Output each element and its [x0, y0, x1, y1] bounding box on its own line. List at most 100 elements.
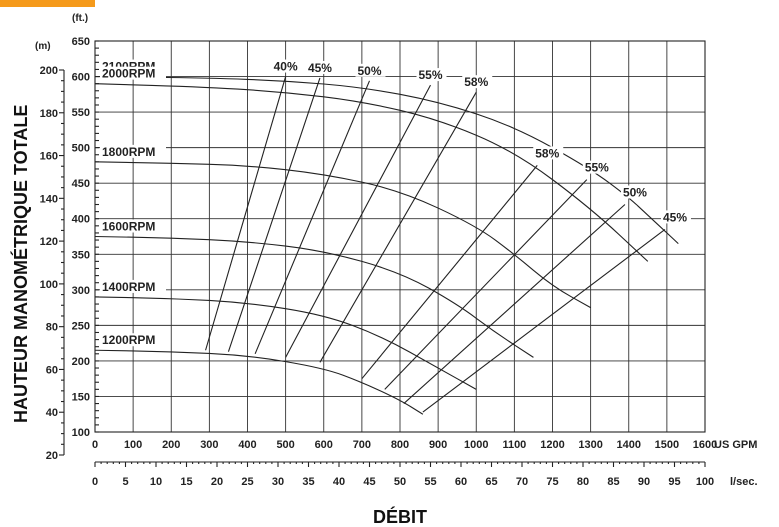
- x-tick-label: 400: [238, 439, 256, 451]
- x2-tick-label: 50: [394, 476, 406, 488]
- efficiency-label: 40%: [274, 60, 298, 74]
- efficiency-line: [403, 204, 626, 404]
- y-unit-m: (m): [35, 41, 51, 52]
- curve-1400rpm: [94, 296, 477, 390]
- curve-1800rpm: [94, 161, 591, 309]
- efficiency-label: 50%: [358, 64, 382, 78]
- efficiency-label-bg: [416, 68, 447, 82]
- rpm-label: 1400RPM: [102, 280, 155, 294]
- x2-tick-label: 100: [696, 476, 714, 488]
- x-tick-label: 800: [391, 439, 409, 451]
- efficiency-label: 50%: [623, 186, 647, 200]
- y-m-tick-label: 200: [40, 65, 58, 77]
- efficiency-line: [384, 179, 588, 390]
- efficiency-line: [285, 84, 431, 358]
- efficiency-label: 45%: [663, 210, 687, 224]
- rpm-label: 2000RPM: [102, 67, 155, 81]
- curve-1600rpm: [94, 235, 534, 358]
- y-ft-tick-label: 350: [72, 249, 90, 261]
- y-ft-tick-label: 250: [72, 320, 90, 332]
- performance-curves: 2100RPM2000RPM1800RPM1600RPM1400RPM1200R…: [94, 59, 679, 415]
- y-m-tick-label: 60: [46, 364, 58, 376]
- x2-tick-label: 20: [211, 476, 223, 488]
- x2-tick-label: 95: [668, 476, 680, 488]
- x2-tick-label: 25: [241, 476, 253, 488]
- efficiency-label-bg: [462, 75, 493, 89]
- y-m-tick-label: 120: [40, 236, 58, 248]
- x-tick-label: 0: [92, 439, 98, 451]
- y-m-tick-label: 180: [40, 108, 58, 120]
- rpm-label-bg: [100, 219, 166, 233]
- y-unit-ft: (ft.): [72, 13, 88, 24]
- y-ft-tick-label: 650: [72, 36, 90, 48]
- x-tick-label: 100: [124, 439, 142, 451]
- x2-tick-label: 35: [302, 476, 314, 488]
- y-ft-tick-label: 450: [72, 178, 90, 190]
- y-ft-tick-label: 300: [72, 285, 90, 297]
- efficiency-line: [361, 165, 538, 380]
- x-tick-label: 1400: [617, 439, 641, 451]
- axes: [59, 40, 706, 467]
- rpm-label: 1600RPM: [102, 220, 155, 234]
- curve-1200rpm: [94, 349, 424, 415]
- x2-tick-label: 5: [122, 476, 128, 488]
- efficiency-label-bg: [305, 60, 336, 74]
- rpm-label-bg: [100, 144, 166, 158]
- x-tick-label: 700: [353, 439, 371, 451]
- x-axis-title: DÉBIT: [373, 506, 427, 527]
- efficiency-line: [205, 76, 287, 351]
- y-m-tick-label: 40: [46, 407, 58, 419]
- x-tick-label: 300: [200, 439, 218, 451]
- y-ft-tick-label: 500: [72, 143, 90, 155]
- x-tick-label: 900: [429, 439, 447, 451]
- x2-tick-label: 45: [363, 476, 375, 488]
- rpm-label-bg: [100, 333, 166, 347]
- rpm-label: 1800RPM: [102, 145, 155, 159]
- y-m-tick-label: 80: [46, 322, 58, 334]
- x2-tick-label: 90: [638, 476, 650, 488]
- x-tick-label: 500: [276, 439, 294, 451]
- y-ft-tick-label: 600: [72, 72, 90, 84]
- y-m-tick-label: 140: [40, 193, 58, 205]
- curve-2000rpm: [94, 83, 649, 262]
- efficiency-label: 58%: [535, 146, 559, 160]
- y-ft-tick-label: 150: [72, 391, 90, 403]
- x-tick-label: 1300: [578, 439, 602, 451]
- efficiency-label: 58%: [464, 75, 488, 89]
- curve-2100rpm: [94, 75, 679, 245]
- x2-unit-lsec: l/sec.: [730, 476, 758, 488]
- efficiency-label: 55%: [419, 68, 443, 82]
- efficiency-label-bg: [620, 185, 651, 199]
- tick-labels: 0 100 200 300 400 500 600 700 800 900 1000 1100 1200…: [40, 36, 718, 488]
- efficiency-line: [422, 228, 666, 413]
- efficiency-lines: 40% 45% 50% 55% 58% 58% 55% 50% 45%: [205, 59, 691, 413]
- x2-tick-label: 80: [577, 476, 589, 488]
- x2-tick-label: 85: [607, 476, 619, 488]
- x2-tick-label: 40: [333, 476, 345, 488]
- x2-tick-label: 55: [424, 476, 436, 488]
- efficiency-line: [227, 77, 321, 352]
- y-ft-tick-label: 100: [72, 427, 90, 439]
- x2-tick-label: 30: [272, 476, 284, 488]
- efficiency-label-bg: [533, 146, 564, 160]
- rpm-label-bg: [100, 66, 166, 80]
- efficiency-label: 55%: [585, 161, 609, 175]
- x-unit-gpm: US GPM: [714, 439, 757, 451]
- y-ft-tick-label: 550: [72, 107, 90, 119]
- x-tick-label: 200: [162, 439, 180, 451]
- x2-tick-label: 65: [485, 476, 497, 488]
- x-tick-label: 1600: [693, 439, 717, 451]
- x-tick-label: 1100: [502, 439, 526, 451]
- y-ft-tick-label: 400: [72, 214, 90, 226]
- efficiency-line: [254, 80, 371, 355]
- x-tick-label: 1500: [655, 439, 679, 451]
- efficiency-label-bg: [271, 59, 302, 73]
- x-tick-label: 600: [315, 439, 333, 451]
- efficiency-label-bg: [582, 160, 613, 174]
- x-tick-label: 1000: [464, 439, 488, 451]
- rpm-label: 1200RPM: [102, 333, 155, 347]
- y-m-tick-label: 160: [40, 151, 58, 163]
- y-ft-tick-label: 200: [72, 356, 90, 368]
- x2-tick-label: 15: [180, 476, 192, 488]
